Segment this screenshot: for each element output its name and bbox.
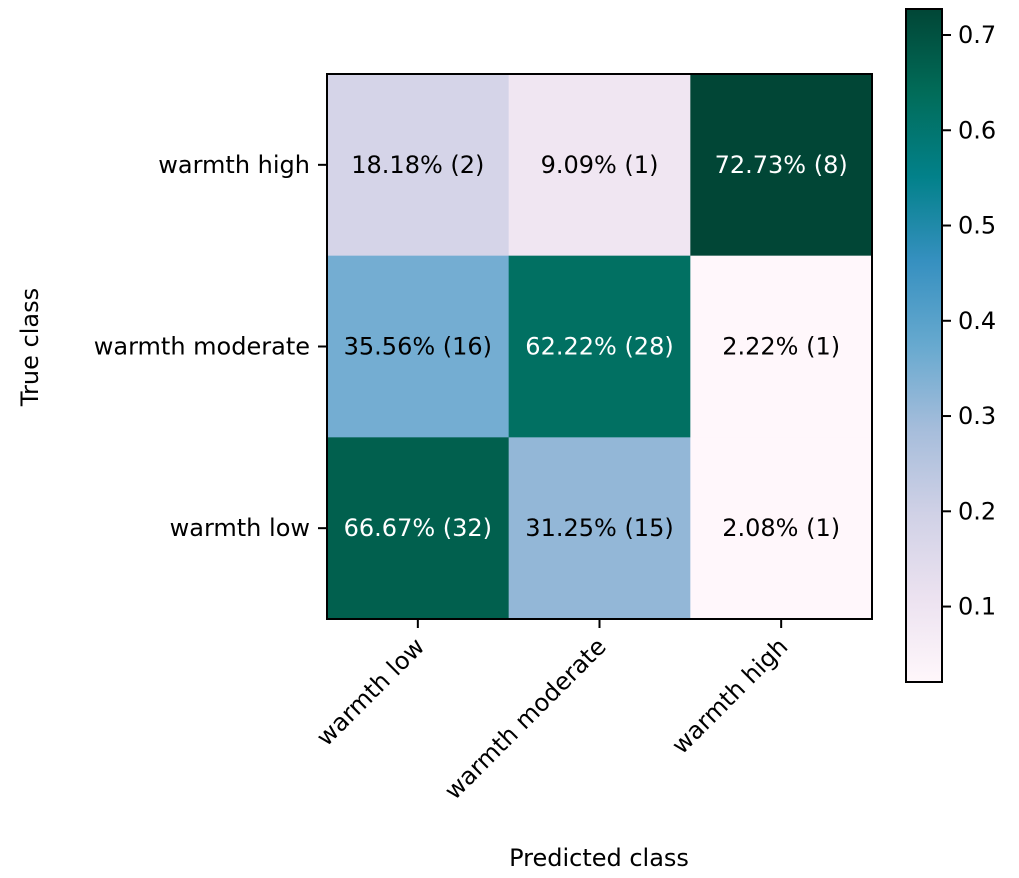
heatmap-cell: [327, 255, 510, 438]
heatmap-cell: [508, 255, 691, 438]
cell-label: 31.25% (15): [525, 514, 673, 542]
cell-label: 62.22% (28): [525, 333, 673, 361]
heatmap-cell: [508, 437, 691, 620]
heatmap-cell: [508, 74, 691, 257]
y-tick-label: warmth low: [170, 514, 310, 542]
cell-label: 9.09% (1): [541, 151, 659, 179]
colorbar-tick-label: 0.2: [958, 497, 996, 525]
heatmap-cell: [690, 74, 873, 257]
cell-label: 18.18% (2): [351, 151, 484, 179]
cell-label: 2.08% (1): [722, 514, 840, 542]
cell-label: 66.67% (32): [344, 514, 492, 542]
colorbar-tick-label: 0.3: [958, 402, 996, 430]
x-tick-label: warmth moderate: [439, 632, 612, 805]
colorbar-gradient: [905, 8, 943, 683]
colorbar-tick-label: 0.1: [958, 593, 996, 621]
colorbar-ticks: 0.1 0.2 0.3 0.4 0.5 0.6 0.7: [942, 21, 996, 621]
colorbar-tick-label: 0.4: [958, 307, 996, 335]
heatmap-cell-labels: 18.18% (2) 9.09% (1) 72.73% (8) 35.56% (16)…: [344, 151, 848, 542]
heatmap-cell: [690, 437, 873, 620]
heatmap-cells: [327, 74, 873, 620]
y-tick-label: warmth high: [158, 151, 310, 179]
x-axis-ticks: warmth low warmth moderate warmth high: [311, 619, 793, 805]
colorbar-tick-label: 0.7: [958, 21, 996, 49]
y-tick-label: warmth moderate: [94, 333, 310, 361]
cell-label: 72.73% (8): [715, 151, 848, 179]
heatmap-cell: [327, 437, 510, 620]
heatmap-cell: [690, 255, 873, 438]
colorbar-tick-label: 0.5: [958, 212, 996, 240]
x-axis-label: Predicted class: [509, 844, 689, 872]
y-axis-ticks: warmth high warmth moderate warmth low: [94, 151, 327, 542]
colorbar-tick-label: 0.6: [958, 116, 996, 144]
x-tick-label: warmth high: [666, 632, 793, 759]
colorbar: 0.1 0.2 0.3 0.4 0.5 0.6 0.7: [905, 8, 996, 683]
y-axis-label: True class: [16, 288, 44, 407]
cell-label: 35.56% (16): [344, 333, 492, 361]
x-tick-label: warmth low: [311, 632, 430, 751]
cell-label: 2.22% (1): [722, 333, 840, 361]
heatmap-cell: [327, 74, 510, 257]
